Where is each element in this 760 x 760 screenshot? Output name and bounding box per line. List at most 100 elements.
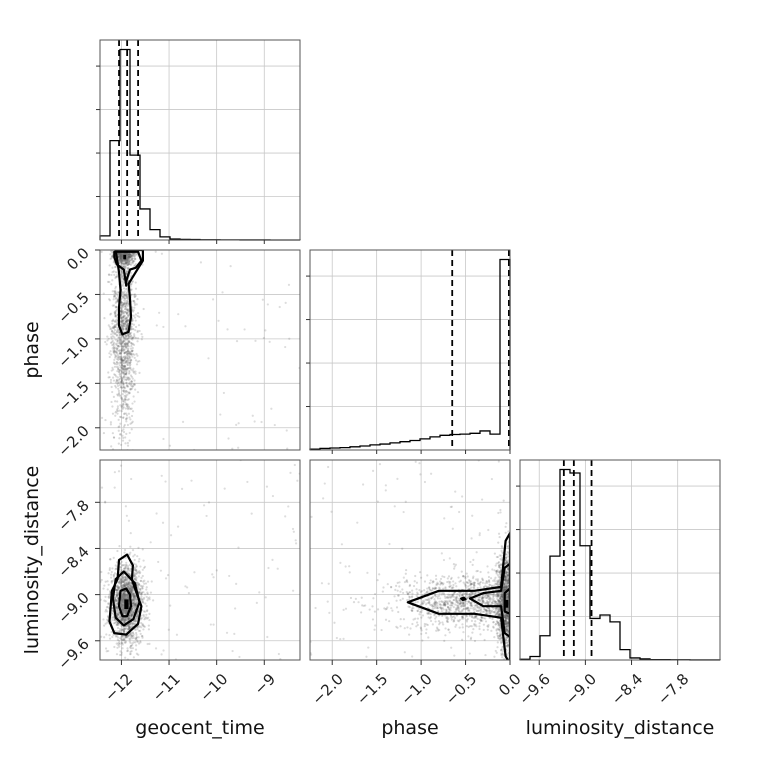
scatter-point bbox=[129, 350, 132, 353]
scatter-point bbox=[123, 364, 127, 368]
scatter-point bbox=[532, 597, 534, 599]
scatter-point bbox=[124, 401, 127, 404]
scatter-point bbox=[110, 337, 113, 340]
scatter-point bbox=[134, 619, 137, 622]
scatter-point bbox=[433, 598, 436, 601]
scatter-point bbox=[124, 656, 127, 659]
scatter-point bbox=[416, 600, 419, 604]
scatter-point bbox=[132, 371, 135, 374]
scatter-point bbox=[117, 613, 120, 616]
scatter-point bbox=[122, 335, 125, 339]
scatter-point bbox=[133, 295, 136, 298]
scatter-point bbox=[123, 373, 126, 376]
scatter-point bbox=[479, 580, 482, 584]
scatter-point bbox=[125, 617, 128, 620]
scatter-point bbox=[126, 636, 129, 639]
scatter-point bbox=[260, 420, 263, 424]
scatter-point bbox=[133, 595, 137, 598]
scatter-point bbox=[123, 618, 126, 621]
scatter-point bbox=[125, 328, 128, 331]
scatter-point bbox=[126, 294, 129, 297]
scatter-point bbox=[504, 585, 507, 588]
scatter-point bbox=[107, 583, 110, 586]
scatter-point bbox=[129, 636, 132, 639]
scatter-point bbox=[120, 261, 123, 265]
scatter-point bbox=[130, 613, 133, 616]
scatter-point bbox=[124, 328, 127, 331]
scatter-point bbox=[125, 369, 128, 372]
scatter-point bbox=[116, 393, 119, 396]
scatter-point bbox=[118, 639, 121, 643]
scatter-point bbox=[128, 579, 131, 582]
scatter-point bbox=[168, 444, 172, 447]
scatter-point bbox=[119, 256, 122, 259]
scatter-point bbox=[125, 261, 128, 265]
scatter-point bbox=[133, 619, 136, 623]
scatter-point bbox=[114, 355, 117, 358]
scatter-point bbox=[489, 597, 492, 600]
scatter-point bbox=[439, 597, 442, 600]
scatter-point bbox=[459, 599, 462, 602]
scatter-point bbox=[121, 385, 125, 389]
scatter-point bbox=[135, 576, 138, 580]
scatter-point bbox=[123, 339, 126, 343]
scatter-point bbox=[128, 262, 131, 265]
scatter-point bbox=[131, 586, 134, 589]
scatter-point bbox=[476, 606, 480, 609]
scatter-point bbox=[116, 344, 120, 347]
scatter-point bbox=[115, 228, 117, 230]
scatter-point bbox=[131, 245, 133, 247]
scatter-point bbox=[463, 592, 467, 595]
scatter-point bbox=[119, 257, 122, 260]
scatter-point bbox=[121, 320, 124, 323]
scatter-point bbox=[116, 329, 119, 332]
scatter-point bbox=[444, 634, 447, 637]
scatter-point bbox=[503, 588, 507, 591]
scatter-point bbox=[437, 629, 440, 632]
scatter-point bbox=[115, 599, 119, 602]
scatter-point bbox=[133, 300, 136, 303]
scatter-point bbox=[126, 344, 129, 347]
scatter-point bbox=[115, 352, 119, 355]
scatter-point bbox=[425, 591, 428, 594]
scatter-point bbox=[497, 622, 500, 625]
scatter-point bbox=[121, 326, 125, 329]
scatter-point bbox=[132, 395, 135, 398]
scatter-point bbox=[123, 345, 127, 348]
scatter-point bbox=[547, 591, 549, 593]
scatter-point bbox=[160, 252, 164, 255]
scatter-point bbox=[118, 339, 121, 342]
scatter-point bbox=[513, 597, 515, 599]
scatter-point bbox=[125, 320, 128, 324]
scatter-point bbox=[447, 606, 450, 610]
scatter-point bbox=[127, 617, 130, 620]
scatter-point bbox=[478, 599, 481, 602]
scatter-point bbox=[116, 346, 119, 350]
scatter-point bbox=[125, 247, 127, 249]
scatter-point bbox=[116, 354, 120, 357]
scatter-point bbox=[110, 255, 113, 258]
scatter-point bbox=[215, 569, 218, 572]
scatter-point bbox=[131, 622, 134, 625]
scatter-point bbox=[120, 379, 123, 382]
scatter-point bbox=[202, 504, 206, 507]
scatter-point bbox=[104, 580, 107, 583]
scatter-point bbox=[436, 595, 439, 598]
scatter-point bbox=[566, 585, 568, 587]
scatter-point bbox=[124, 355, 127, 359]
scatter-point bbox=[114, 346, 117, 349]
scatter-point bbox=[132, 352, 135, 356]
scatter-point bbox=[129, 334, 133, 337]
scatter-point bbox=[122, 576, 125, 579]
scatter-point bbox=[453, 616, 457, 620]
scatter-point bbox=[124, 619, 128, 622]
scatter-point bbox=[402, 618, 406, 621]
scatter-point bbox=[131, 586, 134, 589]
scatter-point bbox=[180, 487, 184, 490]
scatter-point bbox=[129, 383, 132, 386]
scatter-point bbox=[129, 347, 133, 350]
scatter-point bbox=[533, 593, 535, 595]
scatter-point bbox=[155, 324, 158, 327]
scatter-point bbox=[125, 302, 128, 305]
scatter-point bbox=[133, 247, 135, 249]
